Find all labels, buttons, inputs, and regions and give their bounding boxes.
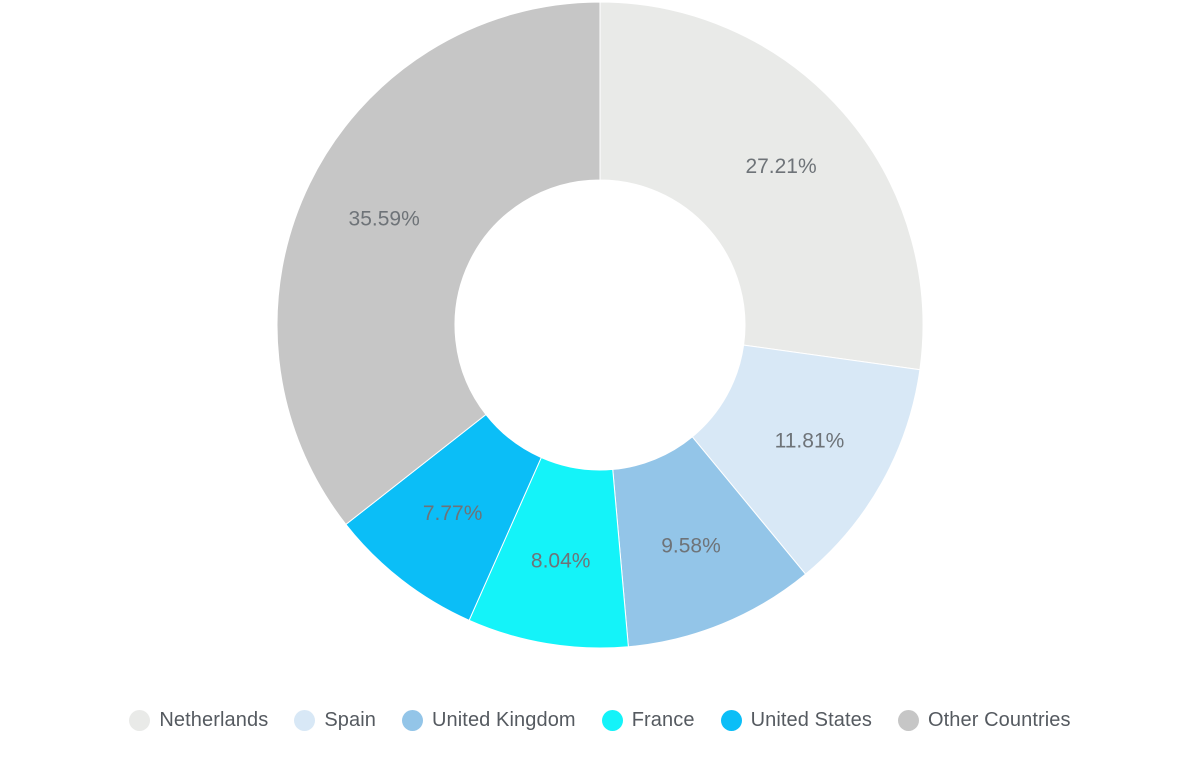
- slice-value-label-united-kingdom: 9.58%: [661, 535, 721, 558]
- legend-item-label: United States: [750, 708, 872, 731]
- slice-value-label-netherlands: 27.21%: [745, 155, 816, 178]
- legend-item-france[interactable]: France: [601, 708, 695, 732]
- chart-legend: Netherlands Spain United Kingdom France Unit…: [0, 695, 1200, 745]
- donut-slice-spain[interactable]: [691, 344, 921, 575]
- legend-item-united-states[interactable]: United States: [720, 708, 872, 732]
- slice-value-label-united-states: 7.77%: [423, 502, 483, 525]
- legend-swatch-icon: [897, 709, 919, 731]
- donut-slice-labels: 27.21% 11.81% 9.58% 8.04% 7.77% 35.59%: [349, 155, 845, 572]
- donut-slice-other-countries[interactable]: [276, 1, 601, 526]
- donut-svg: 27.21% 11.81% 9.58% 8.04% 7.77% 35.59%: [276, 1, 924, 649]
- slice-value-label-other-countries: 35.59%: [349, 208, 420, 231]
- slice-value-label-france: 8.04%: [531, 549, 591, 572]
- donut-slices: [276, 1, 924, 649]
- legend-item-other-countries[interactable]: Other Countries: [897, 708, 1071, 732]
- legend-item-label: Netherlands: [159, 708, 269, 731]
- legend-swatch-icon: [401, 709, 423, 731]
- legend-swatch-icon: [294, 709, 316, 731]
- legend-item-united-kingdom[interactable]: United Kingdom: [401, 708, 576, 732]
- legend-item-spain[interactable]: Spain: [294, 709, 376, 732]
- legend-item-label: France: [631, 708, 695, 731]
- donut-slice-netherlands[interactable]: [599, 1, 924, 371]
- slice-value-label-spain: 11.81%: [775, 430, 845, 453]
- legend-item-label: United Kingdom: [431, 708, 576, 731]
- legend-swatch-icon: [129, 709, 151, 731]
- legend-item-label: Other Countries: [927, 708, 1071, 731]
- legend-swatch-icon: [720, 709, 742, 731]
- chart-plot-area: 27.21% 11.81% 9.58% 8.04% 7.77% 35.59%: [276, 1, 924, 649]
- legend-item-netherlands[interactable]: Netherlands: [129, 709, 268, 732]
- legend-swatch-icon: [601, 709, 623, 731]
- legend-item-label: Spain: [324, 708, 376, 731]
